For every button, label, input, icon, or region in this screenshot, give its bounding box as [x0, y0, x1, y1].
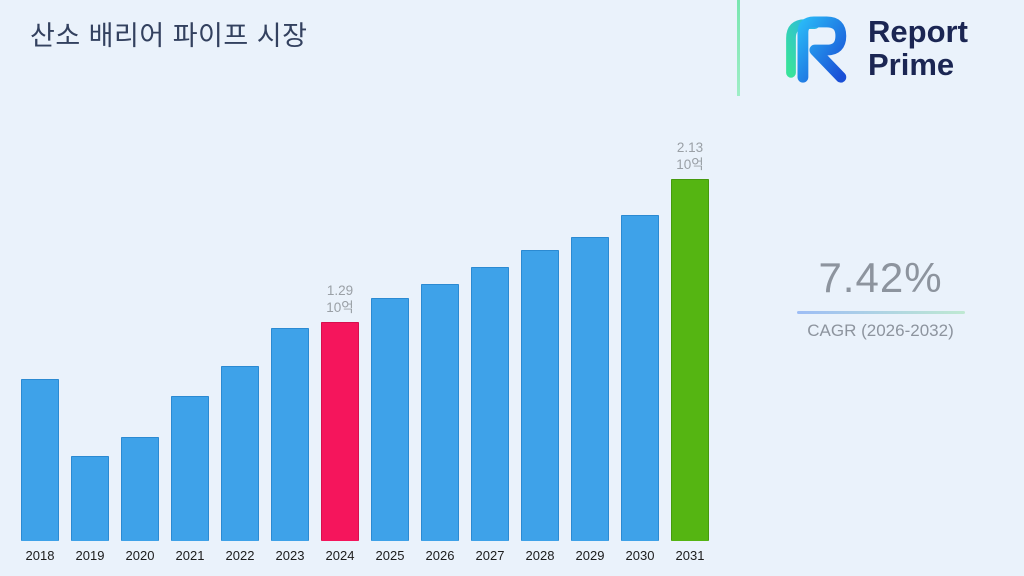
bar-annotation: 2.13 10억	[676, 140, 704, 173]
bar-2026	[421, 284, 459, 541]
brand-name-prime: Prime	[868, 47, 955, 82]
bar-2022	[221, 366, 259, 541]
bar-year-label: 2019	[75, 548, 105, 563]
bar-column: 1.29 10억 2024	[315, 283, 365, 564]
bar-2024	[321, 322, 359, 541]
bar-year-label: 2024	[325, 548, 355, 563]
bar-column: 2025	[365, 298, 415, 564]
bar-column: 2026	[415, 284, 465, 564]
bar-year-label: 2025	[375, 548, 405, 563]
panel-divider	[737, 0, 740, 96]
cagr-value: 7.42%	[818, 254, 943, 301]
bar-column: 2023	[265, 328, 315, 564]
bar-year-label: 2026	[425, 548, 455, 563]
cagr-block: 7.42% CAGR (2026-2032)	[737, 254, 1024, 341]
cagr-underline	[796, 311, 965, 314]
page-title: 산소 배리어 파이프 시장	[30, 21, 308, 51]
bar-column: 2.13 10억 2031	[665, 140, 715, 564]
cagr-label: CAGR (2026-2032)	[807, 321, 954, 340]
bar-column: 2020	[115, 437, 165, 564]
bar-2021	[171, 396, 209, 541]
bar-year-label: 2030	[625, 548, 655, 563]
bar-column: 2022	[215, 366, 265, 564]
brand-logo-icon	[786, 16, 847, 83]
bar-chart: 2018 2019 2020 2021 2022 2023 1.29 10억 2024 2025 2…	[15, 140, 715, 564]
bar-year-label: 2018	[25, 548, 55, 563]
bar-year-label: 2023	[275, 548, 305, 563]
bar-year-label: 2020	[125, 548, 155, 563]
bar-year-label: 2027	[475, 548, 505, 563]
bar-year-label: 2022	[225, 548, 255, 563]
bar-column: 2030	[615, 215, 665, 564]
bar-2023	[271, 328, 309, 541]
brand-logo: Report Prime	[778, 10, 968, 88]
bar-2031	[671, 179, 709, 541]
bar-year-label: 2029	[575, 548, 605, 563]
bar-year-label: 2031	[675, 548, 705, 563]
bar-2029	[571, 237, 609, 541]
bar-annotation: 1.29 10억	[326, 283, 354, 316]
bar-column: 2018	[15, 379, 65, 564]
bar-column: 2027	[465, 267, 515, 564]
bar-2030	[621, 215, 659, 541]
bar-column: 2029	[565, 237, 615, 564]
bar-year-label: 2028	[525, 548, 555, 563]
brand-name-report: Report	[868, 14, 968, 50]
bar-2018	[21, 379, 59, 541]
bar-2019	[71, 456, 109, 541]
bar-2027	[471, 267, 509, 541]
bar-column: 2028	[515, 250, 565, 564]
bar-2028	[521, 250, 559, 541]
bar-2020	[121, 437, 159, 541]
bar-year-label: 2021	[175, 548, 205, 563]
bar-column: 2019	[65, 456, 115, 564]
brand-name: Report Prime	[868, 16, 968, 81]
bar-2025	[371, 298, 409, 541]
bar-column: 2021	[165, 396, 215, 564]
